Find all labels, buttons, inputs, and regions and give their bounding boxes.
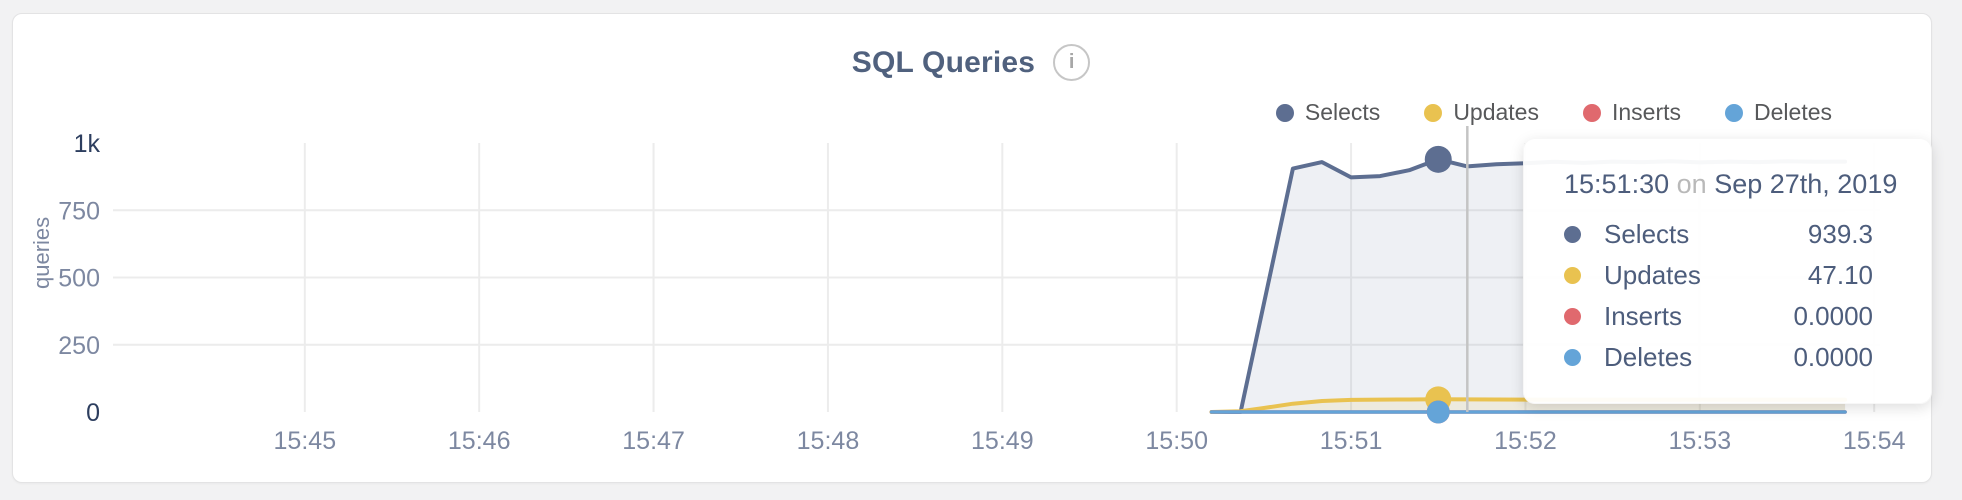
- y-tick-label: 500: [58, 265, 100, 293]
- tooltip-series-label: Updates: [1604, 260, 1701, 290]
- tooltip-series-value: 47.10: [1807, 260, 1873, 290]
- tooltip-header: 15:51:30 on Sep 27th, 2019: [1564, 169, 1897, 200]
- tooltip-series-dot-icon: [1564, 349, 1581, 366]
- legend-label: Updates: [1453, 99, 1539, 125]
- x-tick-label: 15:46: [448, 427, 511, 455]
- y-tick-label: 0: [86, 399, 100, 427]
- x-tick-label: 15:49: [971, 427, 1034, 455]
- tooltip-row-selects: Selects 939.3: [1564, 214, 1873, 255]
- tooltip-series-value: 0.0000: [1793, 342, 1873, 372]
- legend-label: Selects: [1304, 99, 1381, 125]
- tooltip-series-dot-icon: [1564, 267, 1581, 284]
- legend-item-updates[interactable]: Updates: [1424, 99, 1539, 126]
- x-tick-label: 15:52: [1494, 427, 1557, 455]
- legend-label: Deletes: [1754, 99, 1832, 125]
- legend-item-deletes[interactable]: Deletes: [1725, 99, 1832, 126]
- legend-label: Inserts: [1611, 99, 1682, 125]
- legend-item-selects[interactable]: Selects: [1275, 99, 1381, 126]
- x-tick-label: 15:45: [274, 427, 337, 455]
- highlight-dot-deletes[interactable]: [1426, 400, 1450, 424]
- tooltip-time: 15:51:30: [1564, 169, 1670, 199]
- legend-item-inserts[interactable]: Inserts: [1582, 99, 1682, 126]
- legend-dot-icon: [1275, 103, 1294, 122]
- tooltip-date: Sep 27th, 2019: [1714, 169, 1898, 199]
- chart-header: SQL Queries i: [12, 44, 1930, 81]
- tooltip-series-label: Inserts: [1604, 301, 1683, 331]
- tooltip-row-deletes: Deletes 0.0000: [1564, 337, 1873, 378]
- tooltip-series-label: Selects: [1604, 219, 1690, 249]
- tooltip-series-label: Deletes: [1604, 342, 1693, 372]
- tooltip-row-updates: Updates 47.10: [1564, 255, 1873, 296]
- tooltip-series-value: 0.0000: [1793, 301, 1873, 331]
- x-tick-label: 15:48: [797, 427, 860, 455]
- legend-dot-icon: [1725, 103, 1744, 122]
- y-tick-label: 250: [58, 332, 100, 360]
- tooltip-rows: Selects 939.3 Updates 47.10 Inserts 0.0000 Del…: [1564, 214, 1873, 378]
- x-tick-label: 15:54: [1843, 427, 1906, 455]
- chart-legend: Selects Updates Inserts Deletes: [1275, 99, 1832, 126]
- tooltip-row-inserts: Inserts 0.0000: [1564, 296, 1873, 337]
- chart-title: SQL Queries: [851, 45, 1036, 79]
- legend-dot-icon: [1582, 103, 1601, 122]
- info-icon[interactable]: i: [1053, 44, 1091, 81]
- tooltip-series-dot-icon: [1564, 226, 1581, 243]
- x-tick-label: 15:47: [622, 427, 685, 455]
- x-tick-label: 15:53: [1669, 427, 1732, 455]
- legend-dot-icon: [1424, 103, 1443, 122]
- chart-tooltip: 15:51:30 on Sep 27th, 2019 Selects 939.3 U…: [1523, 138, 1932, 404]
- y-tick-label: 750: [58, 197, 100, 225]
- tooltip-connector: on: [1676, 169, 1707, 199]
- y-tick-label: 1k: [74, 130, 101, 158]
- highlight-dot-selects[interactable]: [1424, 145, 1452, 173]
- x-tick-label: 15:51: [1320, 427, 1383, 455]
- tooltip-series-value: 939.3: [1807, 219, 1873, 249]
- x-tick-label: 15:50: [1145, 427, 1208, 455]
- tooltip-series-dot-icon: [1564, 308, 1581, 325]
